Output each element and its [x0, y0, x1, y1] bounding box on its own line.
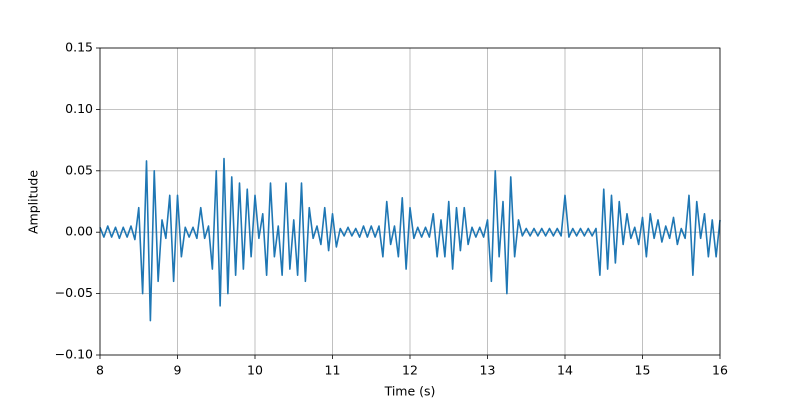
x-tick-label: 10	[247, 363, 263, 378]
x-axis-label: Time (s)	[384, 384, 436, 399]
y-axis-label: Amplitude	[26, 170, 41, 234]
x-tick-label: 13	[480, 363, 496, 378]
y-tick-label: 0.10	[65, 101, 93, 116]
x-tick-label: 14	[557, 363, 573, 378]
x-tick-label: 9	[174, 363, 182, 378]
x-tick-label: 8	[96, 363, 104, 378]
y-tick-label: 0.05	[65, 162, 93, 177]
x-tick-label: 16	[712, 363, 728, 378]
y-tick-label: −0.05	[55, 285, 93, 300]
y-tick-label: −0.10	[55, 347, 93, 362]
y-tick-label: 0.00	[65, 224, 93, 239]
x-tick-label: 11	[325, 363, 341, 378]
x-tick-label: 15	[635, 363, 651, 378]
x-tick-label: 12	[402, 363, 418, 378]
plot-frame	[99, 47, 721, 356]
y-tick-label: 0.15	[65, 40, 93, 55]
waveform-line	[99, 157, 721, 322]
